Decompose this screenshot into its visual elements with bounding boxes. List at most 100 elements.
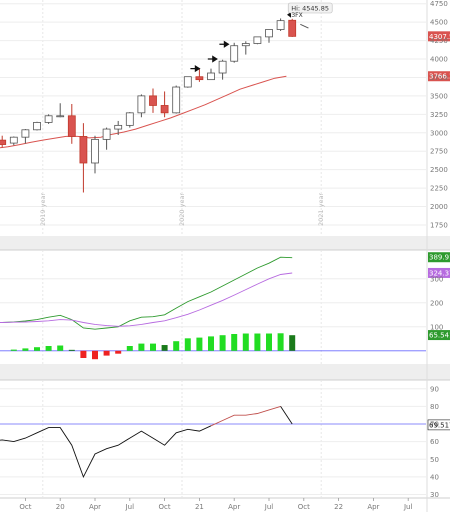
- histogram-bar: [138, 343, 145, 351]
- last-value-tag: [428, 31, 450, 42]
- histogram-bar: [115, 350, 122, 354]
- year-label: 2019 year: [39, 193, 47, 226]
- histogram-bar: [196, 337, 203, 351]
- candle-body: [56, 115, 65, 118]
- last-value-tag: [428, 330, 450, 341]
- candle-body: [241, 43, 250, 47]
- histogram-bar: [34, 347, 40, 351]
- y-tick-label: 4000: [430, 56, 448, 64]
- y-tick-label: 4500: [430, 19, 448, 27]
- candle-body: [183, 76, 192, 88]
- panel-separator: [0, 364, 450, 380]
- x-tick-label: Apr: [89, 503, 101, 511]
- last-value-text: 69.517: [429, 421, 450, 429]
- macd-line: [0, 256, 293, 330]
- histogram-bar: [126, 346, 133, 351]
- histogram-bar: [150, 343, 156, 351]
- candle-body: [79, 136, 88, 164]
- y-tick-label: 2000: [430, 203, 448, 211]
- histogram-bar: [10, 349, 17, 351]
- candle-body: [265, 29, 273, 38]
- candle-body: [218, 60, 227, 74]
- oscillator-line-tail: [280, 406, 293, 425]
- y-tick-label: 70: [430, 421, 439, 429]
- candle-body: [21, 129, 30, 138]
- y-tick-label: 3750: [430, 74, 448, 82]
- x-tick-label: 21: [195, 503, 204, 511]
- x-tick-label: Oct: [298, 503, 310, 511]
- candle-body: [195, 76, 204, 81]
- y-tick-label: 40: [430, 473, 439, 481]
- candle-body: [0, 139, 7, 145]
- candle-body: [114, 124, 123, 130]
- x-tick-label: Oct: [159, 503, 171, 511]
- histogram-bar: [22, 348, 29, 351]
- oscillator-line: [0, 425, 212, 479]
- candle-body: [9, 136, 18, 144]
- histogram-bar: [45, 346, 52, 351]
- year-label: 2020 year: [178, 193, 186, 226]
- histogram-bar: [173, 341, 180, 351]
- histogram-bar: [57, 345, 64, 351]
- y-tick-label: 2500: [430, 166, 448, 174]
- x-tick-label: Jul: [403, 503, 413, 511]
- histogram-bar: [242, 333, 249, 351]
- signal-arrow-right: [190, 65, 201, 73]
- candle-body: [137, 95, 146, 114]
- y-tick-label: 50: [430, 456, 439, 464]
- pointer-stroke: [300, 23, 309, 29]
- candle-body: [125, 112, 134, 126]
- y-tick-label: 2750: [430, 148, 448, 156]
- histogram-bar: [68, 349, 75, 351]
- candle-body: [91, 138, 99, 164]
- candle-body: [288, 19, 297, 37]
- signal-line: [0, 272, 293, 327]
- histogram-bar: [266, 333, 272, 351]
- oscillator-highlight-line: [210, 405, 281, 427]
- histogram-bar: [277, 333, 284, 351]
- last-value-text: 4307.5: [429, 33, 450, 41]
- x-tick-label: Apr: [367, 503, 379, 511]
- last-value-tag: [427, 419, 450, 431]
- histogram-bar: [80, 350, 87, 358]
- histogram-bar: [208, 336, 214, 351]
- histogram-bar: [254, 333, 261, 351]
- last-value-text: 3766.3: [429, 73, 450, 81]
- last-value-text: 389.91: [429, 254, 450, 262]
- histogram-bar: [289, 335, 296, 351]
- y-tick-label: 2250: [430, 185, 448, 193]
- y-tick-label: 1750: [430, 221, 448, 229]
- y-tick-label: 100: [430, 323, 443, 331]
- last-value-text: 324.37: [429, 269, 450, 277]
- candle-body: [102, 128, 111, 140]
- last-value-tag: [428, 267, 450, 278]
- candle-body: [276, 20, 285, 30]
- histogram-bar: [92, 350, 98, 360]
- signal-arrow-right: [207, 55, 218, 63]
- last-value-tag: [428, 71, 450, 82]
- last-value-text: 65.541: [429, 332, 450, 340]
- candle-body: [253, 36, 262, 44]
- x-tick-label: Jul: [264, 503, 274, 511]
- histogram-bar: [184, 338, 191, 351]
- high-annotation-text: Hi: 4545.85: [291, 5, 329, 13]
- high-annotation-box: [287, 2, 333, 14]
- y-tick-label: 300: [430, 275, 443, 283]
- histogram-bar: [103, 350, 110, 356]
- histogram-bar: [231, 334, 238, 351]
- candle-body: [33, 122, 41, 131]
- candle-body: [230, 45, 239, 62]
- y-tick-label: 80: [430, 403, 439, 411]
- x-tick-label: 22: [334, 503, 343, 511]
- candle-body: [67, 115, 76, 137]
- moving-average-line: [0, 75, 287, 149]
- panel-separator: [0, 236, 450, 250]
- y-tick-label: 3500: [430, 92, 448, 100]
- y-tick-label: 3250: [430, 111, 448, 119]
- x-tick-label: Apr: [228, 503, 240, 511]
- last-value-tag: [428, 252, 450, 263]
- y-tick-label: 4750: [430, 0, 448, 8]
- y-tick-label: 4250: [430, 37, 448, 45]
- y-tick-label: 200: [430, 299, 443, 307]
